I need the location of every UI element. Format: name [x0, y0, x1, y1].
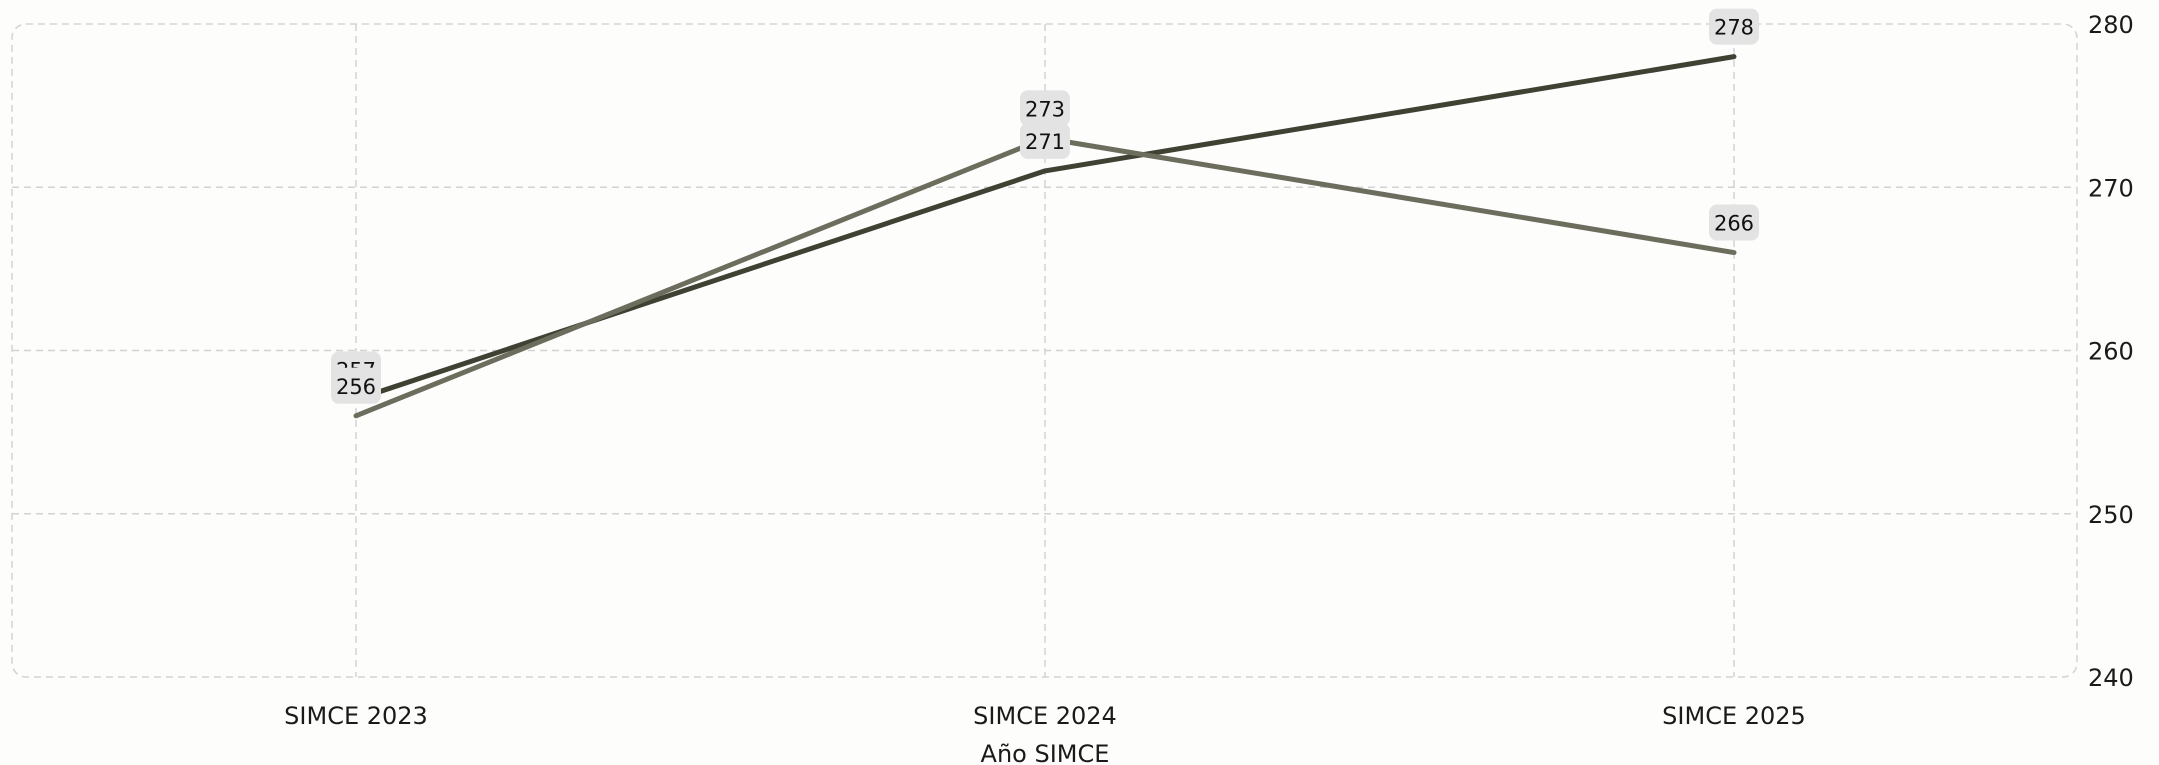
y-tick-label: 260 — [2088, 338, 2134, 366]
y-tick-label: 250 — [2088, 501, 2134, 529]
x-tick-label: SIMCE 2024 — [973, 702, 1117, 730]
x-tick-label: SIMCE 2023 — [284, 702, 428, 730]
data-label-s2: 273 — [1020, 90, 1070, 127]
data-label-box — [1709, 8, 1759, 45]
y-tick-label: 280 — [2088, 11, 2134, 39]
y-tick-label: 270 — [2088, 174, 2134, 202]
data-label-text: 266 — [1714, 212, 1754, 236]
data-label-s2: 266 — [1709, 204, 1759, 241]
y-tick-label: 240 — [2088, 664, 2134, 692]
data-label-box — [331, 367, 381, 404]
axes: 240 250 260 270 280 SIMCE 2023 SIMCE 2024 SIMCE… — [284, 11, 2134, 730]
data-label-s1: 271 — [1020, 122, 1070, 159]
data-label-box — [1020, 90, 1070, 127]
x-axis-title: Año SIMCE — [981, 740, 1110, 765]
data-label-box — [1709, 204, 1759, 241]
data-label-box — [1020, 122, 1070, 159]
data-label-s2: 256 — [331, 367, 381, 404]
data-label-text: 278 — [1714, 16, 1754, 40]
data-label-text: 273 — [1025, 97, 1065, 121]
x-tick-label: SIMCE 2025 — [1662, 702, 1806, 730]
data-label-text: 256 — [336, 375, 376, 399]
data-label-text: 271 — [1025, 130, 1065, 154]
data-label-s1: 278 — [1709, 8, 1759, 45]
data-labels: 278273271266257256 — [331, 8, 1759, 404]
